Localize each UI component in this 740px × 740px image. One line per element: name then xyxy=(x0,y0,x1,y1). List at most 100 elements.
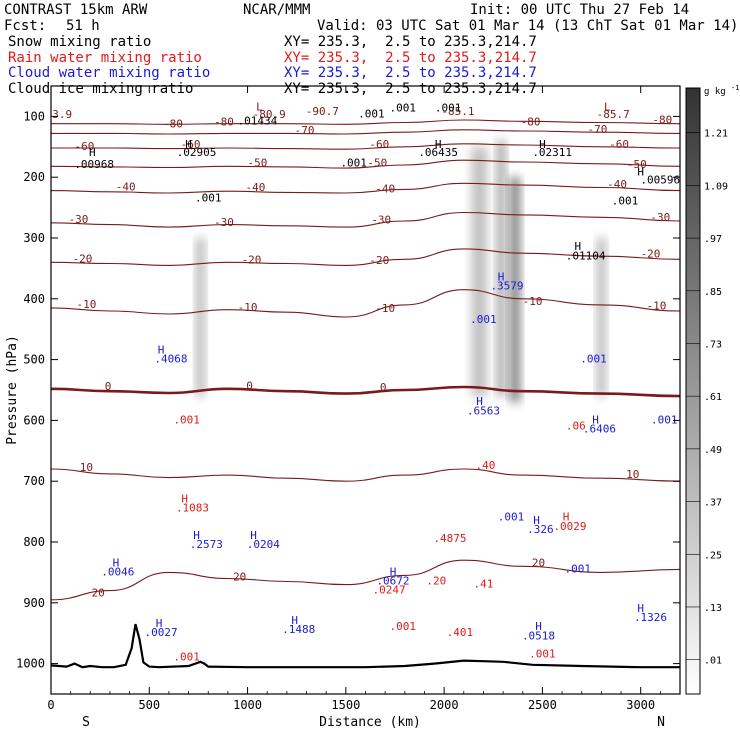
center-label: NCAR/MMM xyxy=(243,2,311,18)
y-tick-label: 1000 xyxy=(16,657,45,671)
forecast-label: Fcst: xyxy=(4,18,47,34)
chart-annotation: -85.7 xyxy=(597,108,630,121)
temperature-contour xyxy=(51,182,680,194)
chart-annotation: -60 xyxy=(181,138,201,151)
chart-annotation: .401 xyxy=(447,626,474,639)
chart-annotation: .41 xyxy=(473,578,493,591)
colorbar-label: .13 xyxy=(704,603,722,614)
plot-area: L L 33.9 -80.9 -90.7 -85.1 -85.7 -80 -80 -80 -80 -7… xyxy=(51,100,680,694)
chart-annotation: -20 xyxy=(242,254,262,267)
chart-annotation: -30 xyxy=(214,216,234,229)
valid-time: Valid: 03 UTC Sat 01 Mar 14 (13 ChT Sat … xyxy=(317,18,739,34)
chart-annotation: 10 xyxy=(80,461,93,474)
chart-annotation: H xyxy=(476,395,483,408)
chart-annotation: .02905 xyxy=(177,146,217,159)
snow-shading xyxy=(597,238,606,397)
x-tick-label: 3000 xyxy=(626,698,655,712)
y-tick-label: 600 xyxy=(23,413,45,427)
chart-annotation: -80 xyxy=(214,116,234,129)
chart-annotation: .001 xyxy=(529,648,556,661)
legend-entry-xy: XY= 235.3, 2.5 to 235.3,214.7 xyxy=(284,80,537,97)
chart-annotation: -90.7 xyxy=(306,105,339,118)
colorbar-label: 1.09 xyxy=(704,181,728,192)
chart-annotation: .20 xyxy=(426,575,446,588)
chart-annotation: .02311 xyxy=(532,146,572,159)
legend-entry-name: Snow mixing ratio xyxy=(8,34,152,50)
chart-annotation: -60 xyxy=(74,140,94,153)
y-axis-label: Pressure (hPa) xyxy=(5,335,20,445)
init-time: Init: 00 UTC Thu 27 Feb 14 xyxy=(470,2,690,18)
temperature-contour xyxy=(51,385,680,398)
chart-annotation: -80.9 xyxy=(253,108,286,121)
chart-annotation: .1326 xyxy=(634,611,667,624)
chart-annotation: -20 xyxy=(369,254,389,267)
chart-annotation: .001 xyxy=(390,102,417,115)
chart-annotation: L xyxy=(604,100,611,113)
chart-annotation: .3579 xyxy=(490,280,523,293)
chart-annotation: H xyxy=(637,165,644,178)
chart-annotation: -10 xyxy=(523,295,543,308)
y-tick-label: 800 xyxy=(23,535,45,549)
chart-annotation: .1488 xyxy=(282,623,315,636)
chart-annotation: .001 xyxy=(195,192,222,205)
colorbar-label: .37 xyxy=(704,498,722,509)
chart-annotation: -50 xyxy=(247,156,267,169)
snow-shading xyxy=(497,140,506,397)
chart-annotation: .4875 xyxy=(433,532,466,545)
temperature-contour xyxy=(51,119,680,125)
north-label: N xyxy=(657,715,665,730)
chart-annotation: H xyxy=(637,602,644,615)
chart-annotation: -10 xyxy=(646,300,666,313)
temperature-contour xyxy=(51,143,680,150)
chart-annotation: H xyxy=(291,614,298,627)
chart-annotation: -10 xyxy=(238,301,258,314)
chart-annotation: .1083 xyxy=(176,502,209,515)
chart-annotation: .001 xyxy=(435,102,462,115)
temperature-contour xyxy=(51,468,680,482)
chart-annotation: .0046 xyxy=(101,565,134,578)
colorbar-label: .01 xyxy=(704,656,722,667)
chart-annotation: H xyxy=(89,146,96,159)
snow-shading xyxy=(471,146,488,397)
legend-entry-xy: XY= 235.3, 2.5 to 235.3,214.7 xyxy=(284,65,537,81)
chart-annotation: .4068 xyxy=(154,353,187,366)
chart-annotation: .01434 xyxy=(238,114,278,127)
plot-frame xyxy=(50,85,681,695)
chart-annotation: .06435 xyxy=(418,146,458,159)
x-axis-label: Distance (km) xyxy=(319,715,421,730)
chart-annotation: -40 xyxy=(607,178,627,191)
chart-annotation: .326 xyxy=(527,523,554,536)
chart-annotation: .001 xyxy=(340,156,367,169)
chart-annotation: H xyxy=(250,529,257,542)
forecast-hour: 51 h xyxy=(66,18,100,34)
legend-entry-name: Cloud ice mixing ratio xyxy=(8,80,194,97)
snow-shading xyxy=(510,177,520,403)
terrain-line xyxy=(51,623,680,669)
x-tick-label: 0 xyxy=(47,698,54,712)
chart-annotation: H xyxy=(533,514,540,527)
chart-annotation: .00596 xyxy=(640,173,680,186)
colorbar-label: .25 xyxy=(704,550,722,561)
chart-annotation: -60 xyxy=(609,138,629,151)
chart-annotation: .001 xyxy=(565,562,592,575)
legend-entry-xy: XY= 235.3, 2.5 to 235.3,214.7 xyxy=(284,49,537,66)
legend-entry-xy: XY= 235.3, 2.5 to 235.3,214.7 xyxy=(284,34,537,50)
chart-annotation: .6406 xyxy=(583,423,616,436)
colorbar-bar xyxy=(685,87,701,695)
chart-annotation: .001 xyxy=(470,313,497,326)
colorbar-label: 1.21 xyxy=(704,129,728,140)
chart-annotation: .40 xyxy=(475,459,495,472)
colorbar-unit-exponent: -1 xyxy=(731,84,739,92)
y-tick-label: 700 xyxy=(23,474,45,488)
chart-annotation: 20 xyxy=(233,570,246,583)
chart-annotation: .00968 xyxy=(74,158,114,171)
chart-annotation: H xyxy=(181,493,188,506)
chart-annotation: .001 xyxy=(173,651,200,664)
chart-annotation: 10 xyxy=(626,468,639,481)
chart-annotation: H xyxy=(563,511,570,524)
temperature-contour xyxy=(51,129,680,135)
chart-annotation: -80 xyxy=(163,117,183,130)
south-label: S xyxy=(82,715,90,730)
chart-annotation: -40 xyxy=(245,181,265,194)
